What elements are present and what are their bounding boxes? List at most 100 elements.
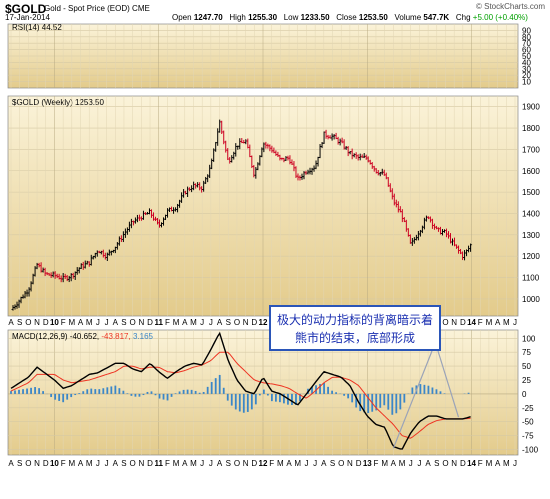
macd-histogram-bar <box>347 393 350 399</box>
macd-tick-label: 25 <box>522 376 531 385</box>
callout-line-2: 熊市的结束，底部形成 <box>294 331 415 345</box>
macd-histogram-bar <box>355 393 358 408</box>
macd-histogram-bar <box>74 393 77 396</box>
macd-histogram-bar <box>98 389 101 394</box>
macd-tick-label: 100 <box>522 334 536 343</box>
x-tick-label: A <box>321 459 327 468</box>
x-tick-label: D <box>43 318 49 327</box>
open-value: 1247.70 <box>193 13 223 22</box>
chart-date: 17-Jan-2014 <box>5 13 50 22</box>
x-tick-label: A <box>391 459 397 468</box>
x-tick-label: J <box>513 459 517 468</box>
x-tick-label: O <box>338 459 344 468</box>
volume-value: 547.7K <box>423 13 450 22</box>
x-tick-label: O <box>25 459 31 468</box>
x-tick-label: A <box>113 318 119 327</box>
x-tick-label: D <box>356 459 362 468</box>
macd-histogram-bar <box>134 393 137 397</box>
macd-histogram-bar <box>230 393 233 406</box>
macd-histogram-bar <box>351 393 354 403</box>
price-tick-label: 1500 <box>522 188 540 197</box>
x-tick-label: N <box>243 318 249 327</box>
x-tick-label: J <box>417 459 421 468</box>
macd-histogram-bar <box>122 390 125 394</box>
macd-histogram-bar <box>262 389 265 394</box>
macd-histogram-bar <box>62 393 65 403</box>
macd-histogram-bar <box>38 388 40 394</box>
macd-histogram-bar <box>218 374 221 394</box>
x-tick-label: J <box>200 459 204 468</box>
macd-histogram-bar <box>210 381 213 394</box>
macd-histogram-bar <box>423 384 426 394</box>
macd-histogram-bar <box>198 392 201 394</box>
macd-histogram-bar <box>90 388 93 394</box>
price-tick-label: 1300 <box>522 231 540 240</box>
x-tick-label: A <box>495 459 501 468</box>
x-tick-label: O <box>234 318 240 327</box>
macd-histogram-bar <box>118 388 121 394</box>
macd-histogram-bar <box>170 393 173 397</box>
macd-histogram-bar <box>222 387 225 394</box>
x-tick-label: D <box>460 318 466 327</box>
callout-pointer-to-recent <box>437 350 460 418</box>
macd-histogram-bar <box>295 393 297 405</box>
x-tick-label: O <box>442 318 448 327</box>
x-tick-label: 12 <box>259 318 268 327</box>
macd-histogram-bar <box>291 393 293 405</box>
rsi-tick-label: 40 <box>522 58 531 67</box>
x-tick-label: S <box>121 459 126 468</box>
macd-histogram-bar <box>22 389 24 394</box>
macd-histogram-bar <box>190 389 193 394</box>
x-tick-label: O <box>130 318 136 327</box>
macd-histogram-bar <box>126 393 129 394</box>
x-tick-label: S <box>121 318 126 327</box>
macd-histogram-bar <box>427 385 430 394</box>
annotation-callout: 极大的动力指标的背离暗示着 熊市的结束，底部形成 <box>269 305 441 351</box>
x-tick-label: 12 <box>259 459 268 468</box>
x-tick-label: 13 <box>363 459 372 468</box>
macd-histogram-bar <box>42 391 45 394</box>
x-tick-label: J <box>200 318 204 327</box>
x-tick-label: O <box>442 459 448 468</box>
rsi-tick-label: 10 <box>522 78 531 87</box>
x-tick-label: M <box>86 318 93 327</box>
macd-signal-line <box>10 351 471 439</box>
macd-histogram-bar <box>439 391 442 394</box>
x-tick-label: J <box>313 459 317 468</box>
exchange-label: CME <box>132 4 150 13</box>
price-tick-label: 1800 <box>522 124 540 133</box>
macd-tick-label: 0 <box>522 390 527 399</box>
macd-histogram-bar <box>10 391 12 394</box>
price-tick-label: 1700 <box>522 145 540 154</box>
macd-histogram-bar <box>283 393 285 404</box>
x-tick-label: M <box>503 318 510 327</box>
x-tick-label: J <box>96 318 100 327</box>
macd-histogram-bar <box>379 393 382 408</box>
macd-tick-label: -100 <box>522 445 539 454</box>
x-tick-label: N <box>451 318 457 327</box>
macd-histogram-bar <box>431 387 434 394</box>
ohlc-readout: Open 1247.70 High 1255.30 Low 1233.50 Cl… <box>172 13 528 22</box>
macd-histogram-bar <box>375 393 378 411</box>
macd-histogram-bar <box>395 393 398 414</box>
price-tick-label: 1400 <box>522 209 540 218</box>
x-tick-label: S <box>226 459 231 468</box>
rsi-tick-label: 70 <box>522 39 531 48</box>
x-tick-label: M <box>399 459 406 468</box>
macd-histogram-bar <box>110 386 113 394</box>
macd-histogram-bar <box>86 389 89 394</box>
macd-histogram-bar <box>154 393 157 396</box>
macd-histogram-bar <box>146 391 149 394</box>
macd-histogram-bar <box>182 389 185 394</box>
macd-histogram-bar <box>50 393 53 398</box>
x-tick-label: F <box>478 318 483 327</box>
macd-histogram-bar <box>54 393 57 400</box>
high-value: 1255.30 <box>248 13 278 22</box>
x-tick-label: A <box>8 318 14 327</box>
macd-histogram-bar <box>275 393 277 402</box>
price-tick-label: 1900 <box>522 103 540 112</box>
x-tick-label: J <box>105 318 109 327</box>
macd-histogram-bar <box>242 393 245 413</box>
macd-histogram-bar <box>270 393 273 402</box>
x-tick-label: A <box>8 459 14 468</box>
